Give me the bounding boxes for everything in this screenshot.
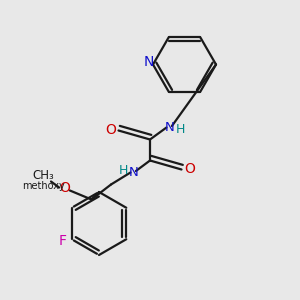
- Text: CH₃: CH₃: [33, 169, 54, 182]
- Text: O: O: [105, 123, 116, 136]
- Text: O: O: [184, 162, 195, 176]
- Text: H: H: [175, 122, 185, 136]
- Text: H: H: [118, 164, 128, 178]
- Text: F: F: [59, 234, 67, 248]
- Text: N: N: [129, 166, 138, 179]
- Text: N: N: [143, 55, 154, 68]
- Text: O: O: [59, 181, 70, 194]
- Text: N: N: [165, 121, 174, 134]
- Text: methoxy: methoxy: [22, 181, 65, 191]
